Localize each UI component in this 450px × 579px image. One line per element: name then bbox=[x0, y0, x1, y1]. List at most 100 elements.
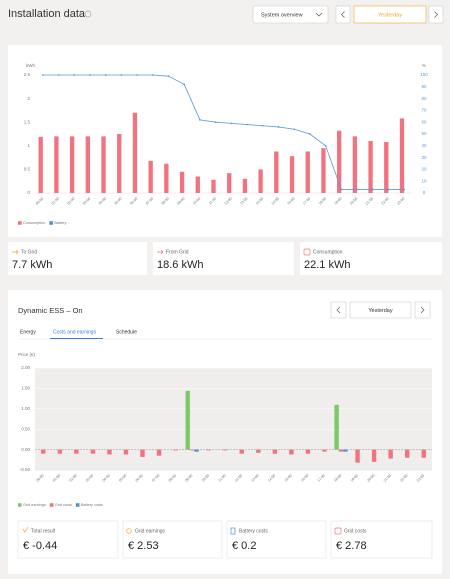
y2-tick-label: 10 bbox=[421, 178, 427, 183]
legend-label: Battery bbox=[54, 221, 66, 225]
x-tick-label: 23:00 bbox=[416, 474, 425, 483]
bar bbox=[305, 151, 310, 193]
bar bbox=[334, 404, 339, 450]
x-tick-label: 08:00 bbox=[168, 474, 177, 483]
bar bbox=[211, 179, 216, 193]
view-select[interactable]: System overview bbox=[252, 5, 329, 24]
x-tick-label: 16:00 bbox=[300, 474, 309, 483]
bar bbox=[206, 449, 211, 451]
line-point bbox=[167, 75, 170, 78]
bar bbox=[194, 449, 199, 452]
x-tick-label: 02:00 bbox=[69, 474, 78, 483]
x-tick-label: 11:00 bbox=[218, 474, 227, 483]
bar bbox=[289, 156, 295, 193]
y-tick-label: 1.50 bbox=[21, 386, 30, 391]
stat-value: 18.6 kWh bbox=[157, 259, 203, 271]
tab[interactable]: Schedule bbox=[116, 329, 137, 335]
date-box[interactable] bbox=[349, 301, 412, 319]
line-point bbox=[403, 188, 406, 191]
date-box[interactable] bbox=[353, 5, 427, 24]
bar bbox=[74, 449, 79, 454]
bar bbox=[57, 449, 63, 454]
line-point bbox=[104, 74, 107, 76]
y2-tick-label: 60 bbox=[421, 119, 427, 124]
line-point bbox=[371, 188, 374, 191]
x-tick-label: 09:00 bbox=[184, 474, 193, 483]
line-point bbox=[89, 74, 91, 76]
x-tick-label: 06:00 bbox=[135, 474, 144, 483]
legend-swatch bbox=[18, 221, 22, 225]
line bbox=[42, 74, 405, 190]
bar bbox=[384, 142, 389, 193]
y2-tick-label: 30 bbox=[421, 155, 427, 160]
x-tick-label: 21:00 bbox=[365, 197, 374, 206]
legend-swatch bbox=[49, 503, 54, 507]
stat-label: To Grid bbox=[21, 249, 37, 255]
bar bbox=[256, 449, 261, 453]
x-tick-label: 17:00 bbox=[302, 197, 311, 206]
line-point bbox=[73, 74, 76, 76]
bar bbox=[101, 136, 106, 193]
summary-card bbox=[226, 520, 327, 559]
tab-active[interactable]: Costs and earnings bbox=[53, 329, 97, 335]
bar bbox=[195, 176, 200, 193]
line-point bbox=[120, 74, 123, 76]
stat-value: 22.1 kWh bbox=[304, 259, 350, 271]
info-icon[interactable] bbox=[84, 10, 92, 18]
summary-card bbox=[17, 520, 119, 559]
plot-background bbox=[35, 368, 432, 470]
line-point bbox=[340, 188, 343, 191]
bar bbox=[321, 148, 326, 193]
line-point bbox=[230, 122, 233, 125]
line-point bbox=[387, 188, 390, 191]
x-tick-label: 09:00 bbox=[176, 197, 185, 206]
y2-tick-label: 90 bbox=[421, 84, 427, 89]
bar bbox=[90, 449, 96, 454]
bar bbox=[242, 178, 248, 193]
x-tick-label: 13:00 bbox=[239, 197, 248, 206]
y-tick-label: 0 bbox=[27, 190, 30, 195]
stat-value: 7.7 kWh bbox=[12, 259, 52, 271]
bar bbox=[41, 449, 46, 454]
x-tick-label: 18:00 bbox=[333, 474, 342, 483]
bar bbox=[156, 449, 162, 456]
line-point bbox=[41, 74, 44, 76]
bar bbox=[352, 136, 358, 193]
x-tick-label: 03:00 bbox=[85, 474, 94, 483]
y-axis-label: Price (€) bbox=[18, 352, 36, 357]
y-tick-label: 0.00 bbox=[21, 447, 30, 452]
bar bbox=[117, 134, 122, 193]
page-title: Installation data bbox=[8, 8, 86, 20]
bar bbox=[368, 141, 373, 193]
summary-card bbox=[122, 520, 223, 559]
summary-label: Grid costs bbox=[344, 528, 367, 534]
date-next[interactable] bbox=[428, 5, 444, 24]
bar bbox=[338, 449, 344, 452]
bar bbox=[107, 449, 112, 455]
date-prev[interactable] bbox=[330, 301, 347, 319]
summary-value: € 2.78 bbox=[336, 540, 367, 552]
tab[interactable]: Energy bbox=[20, 329, 36, 335]
summary-card bbox=[330, 520, 433, 559]
line-point bbox=[57, 74, 60, 76]
x-tick-label: 19:00 bbox=[350, 474, 359, 483]
x-tick-label: 01:00 bbox=[52, 474, 61, 483]
x-tick-label: 05:00 bbox=[114, 197, 123, 206]
line-point bbox=[246, 123, 248, 126]
bar bbox=[185, 390, 190, 450]
x-tick-label: 17:00 bbox=[317, 474, 326, 483]
x-tick-label: 12:00 bbox=[224, 197, 233, 206]
line-point bbox=[293, 128, 296, 131]
bar bbox=[343, 449, 348, 452]
y-tick-label: 0.50 bbox=[21, 426, 30, 431]
bar bbox=[148, 160, 153, 193]
date-prev[interactable] bbox=[335, 5, 351, 24]
x-tick-label: 22:00 bbox=[399, 474, 408, 483]
stat-label: From Grid bbox=[166, 249, 189, 255]
bar bbox=[404, 449, 410, 458]
bar bbox=[239, 449, 244, 454]
bar bbox=[69, 136, 75, 193]
date-next[interactable] bbox=[414, 301, 431, 319]
